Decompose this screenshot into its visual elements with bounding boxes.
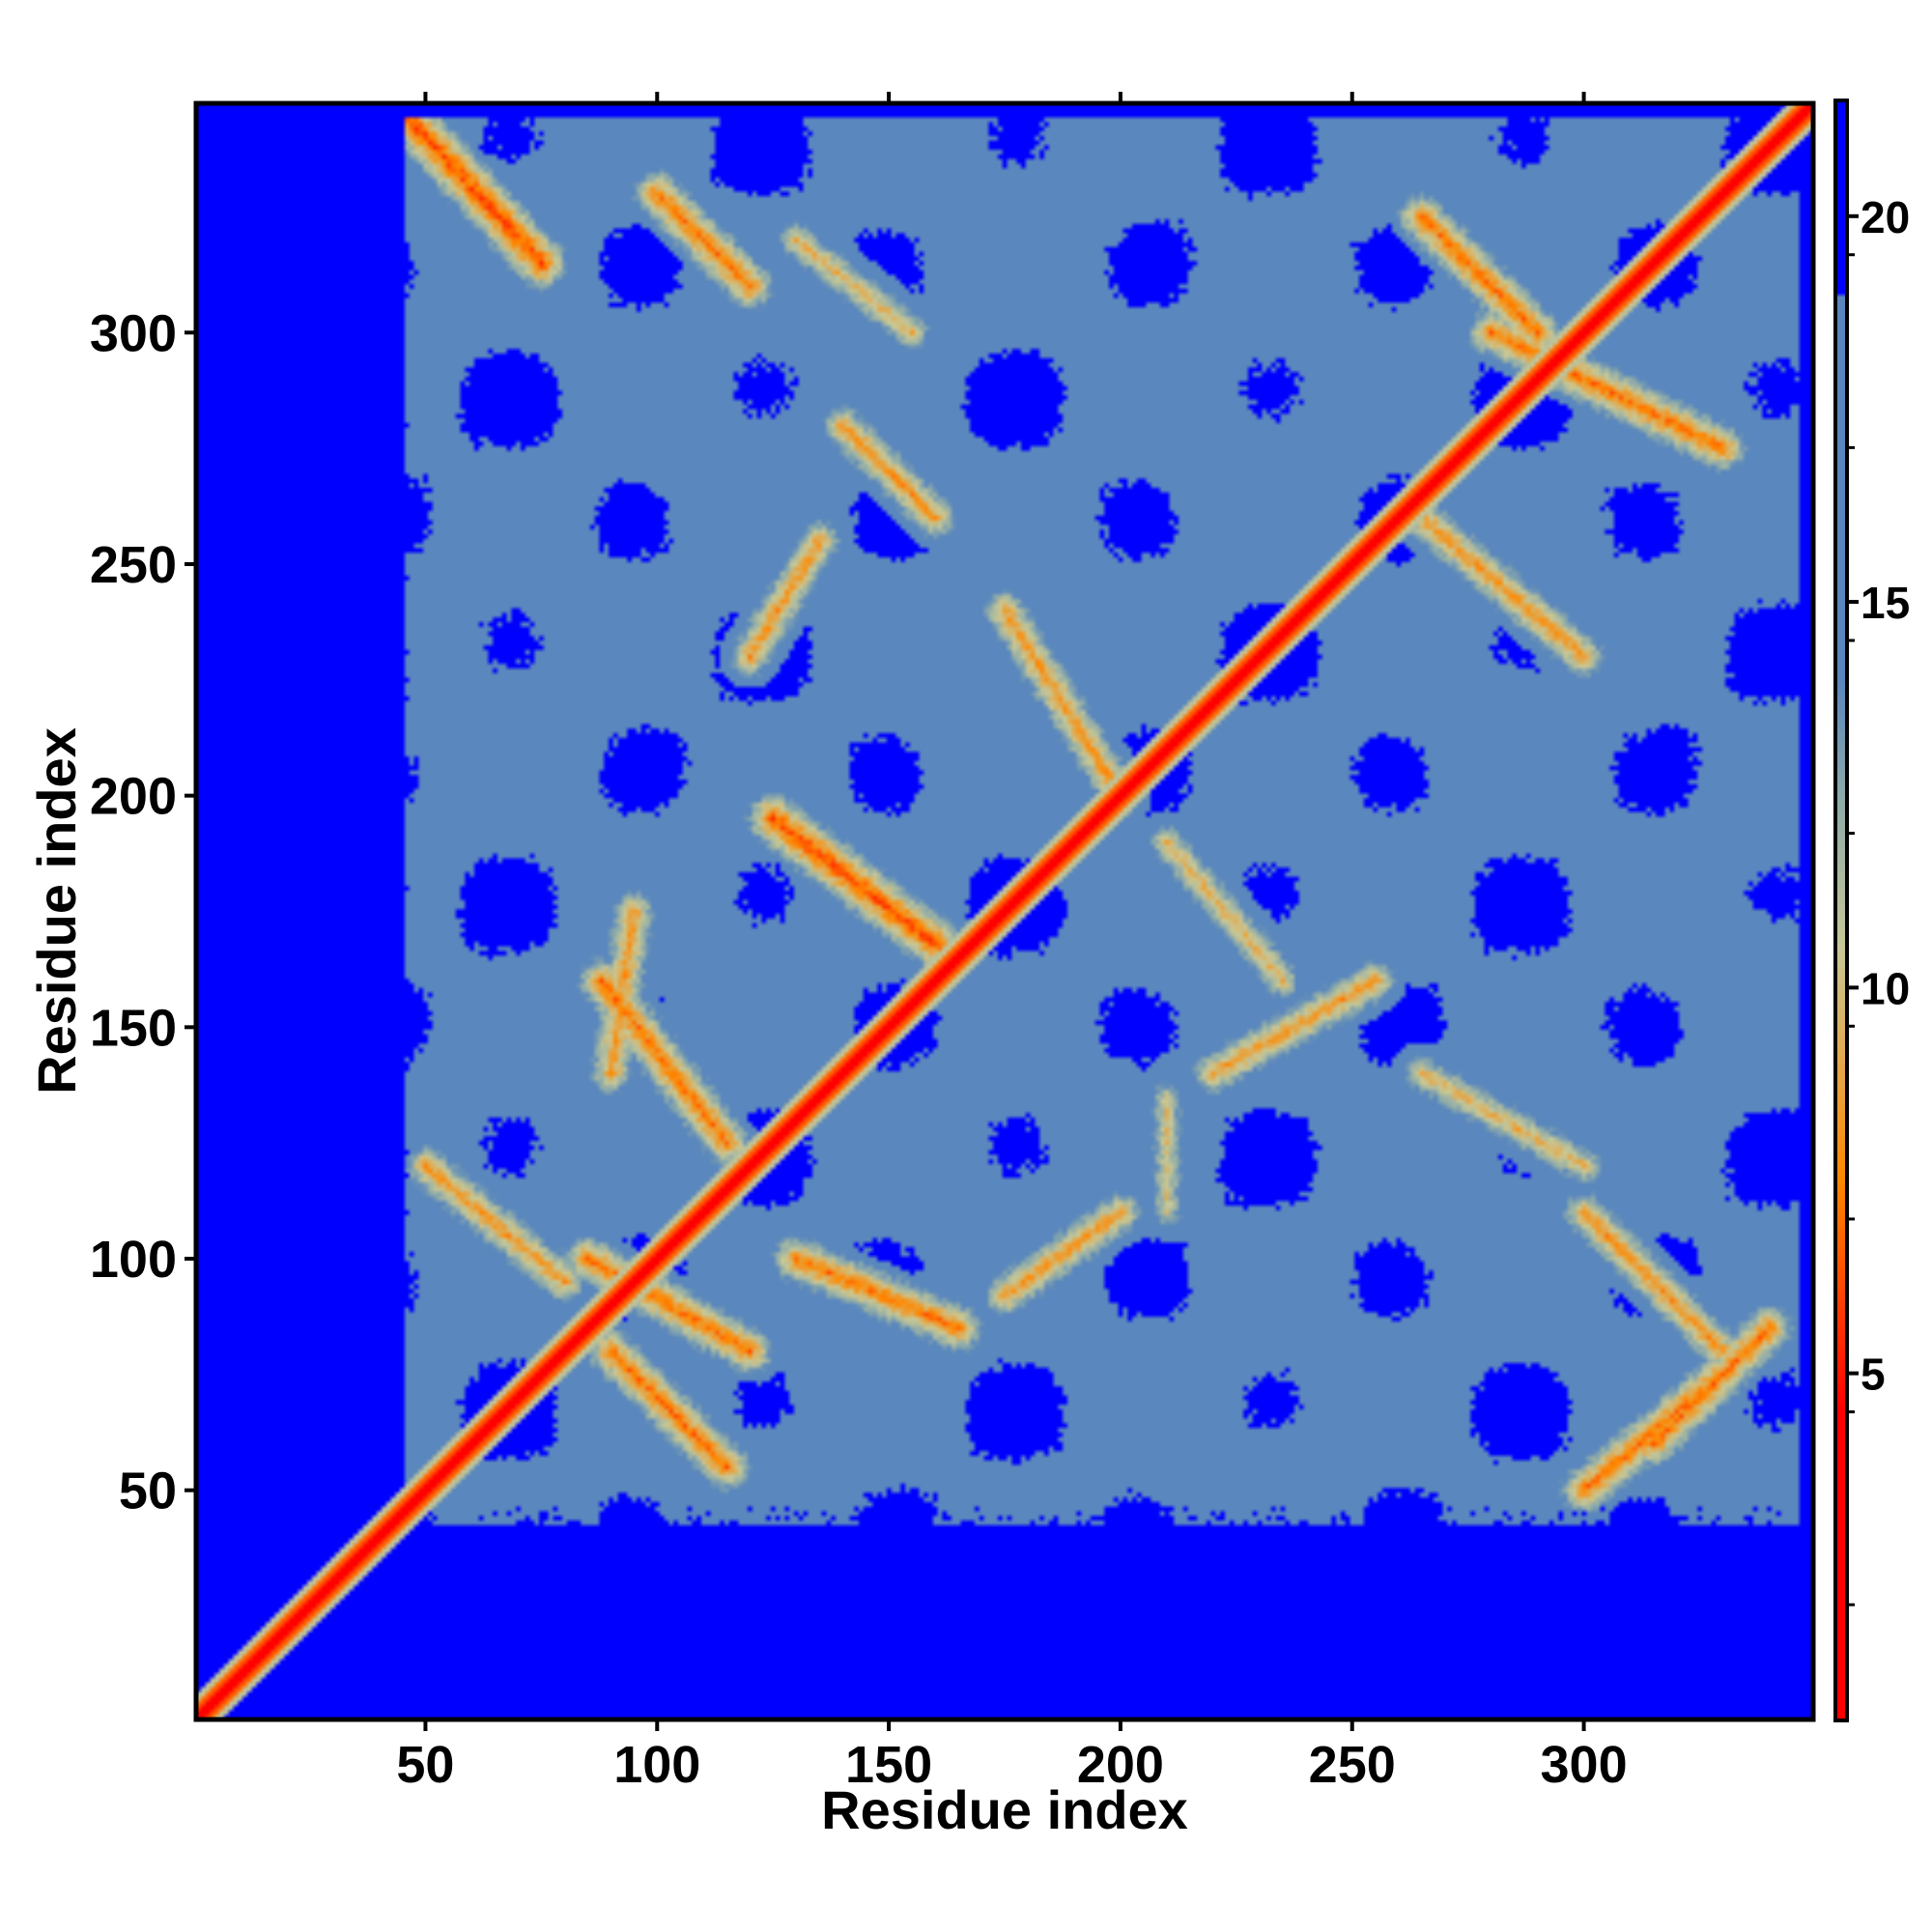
y-tick-label: 100	[90, 1231, 177, 1289]
colorbar-ticks: 5 10 15 20	[1847, 192, 1910, 1606]
y-tick-label: 200	[90, 768, 177, 826]
y-axis-label: Residue index	[26, 727, 87, 1094]
x-tick-label: 50	[396, 1736, 454, 1794]
distance-heatmap	[196, 103, 1813, 1719]
y-tick-label: 50	[119, 1463, 177, 1520]
x-tick-label: 100	[613, 1736, 700, 1794]
x-axis-ticks: 50 100 150 200 250 300	[396, 92, 1628, 1794]
y-tick-label: 150	[90, 999, 177, 1057]
colorbar-tick-label: 10	[1861, 963, 1910, 1013]
x-tick-label: 300	[1541, 1736, 1628, 1794]
colorbar-tick-label: 20	[1861, 192, 1910, 242]
colorbar-frame	[1833, 99, 1849, 1722]
plot-frame	[193, 100, 1816, 1722]
y-axis-ticks: 50 100 150 200 250 300	[90, 304, 196, 1520]
colorbar-tick-label: 5	[1861, 1350, 1886, 1400]
x-tick-label: 250	[1309, 1736, 1396, 1794]
colorbar-tick-label: 15	[1861, 578, 1910, 628]
y-tick-label: 300	[90, 304, 177, 362]
colorbar-gradient	[1835, 100, 1847, 1720]
x-tick-label: 150	[845, 1736, 932, 1794]
x-tick-label: 200	[1077, 1736, 1164, 1794]
x-axis-label: Residue index	[821, 1779, 1188, 1840]
y-tick-label: 250	[90, 536, 177, 594]
